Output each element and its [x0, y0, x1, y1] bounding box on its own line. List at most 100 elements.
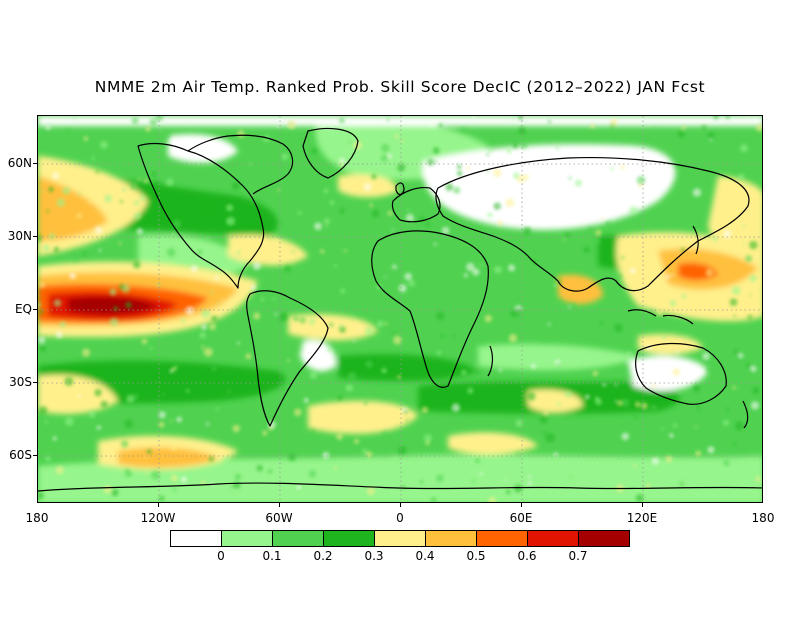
- skill-speckle: [753, 117, 758, 122]
- skill-speckle: [436, 312, 444, 320]
- skill-speckle: [488, 147, 494, 152]
- skill-speckle: [750, 401, 760, 410]
- skill-speckle: [436, 474, 444, 482]
- skill-speckle: [582, 164, 586, 168]
- skill-speckle: [358, 311, 362, 314]
- skill-speckle: [42, 190, 45, 193]
- skill-speckle: [281, 153, 289, 161]
- skill-speckle: [749, 274, 757, 283]
- skill-speckle: [545, 433, 555, 443]
- skill-speckle: [251, 194, 254, 197]
- skill-speckle: [350, 490, 360, 500]
- skill-speckle: [487, 212, 493, 218]
- skill-speckle: [317, 210, 322, 215]
- skill-speckle: [76, 212, 82, 219]
- skill-speckle: [656, 308, 664, 316]
- skill-speckle: [91, 156, 95, 161]
- skill-speckle: [709, 139, 712, 142]
- skill-speckle: [695, 450, 702, 457]
- skill-speckle: [172, 232, 175, 236]
- skill-speckle: [425, 222, 430, 227]
- skill-speckle: [593, 237, 601, 245]
- colorbar-swatch: [578, 530, 630, 547]
- skill-speckle: [634, 416, 638, 419]
- skill-speckle: [405, 418, 409, 422]
- skill-speckle: [311, 148, 317, 154]
- skill-speckle: [713, 116, 719, 120]
- skill-speckle: [650, 404, 657, 411]
- skill-speckle: [149, 346, 153, 350]
- skill-speckle: [739, 460, 743, 465]
- skill-speckle: [542, 325, 550, 333]
- skill-speckle: [552, 376, 555, 379]
- skill-speckle: [185, 306, 194, 315]
- skill-speckle: [542, 336, 549, 343]
- skill-speckle: [368, 472, 376, 480]
- skill-speckle: [59, 321, 66, 328]
- skill-speckle: [206, 236, 210, 240]
- skill-speckle: [343, 249, 347, 253]
- skill-speckle: [494, 265, 502, 274]
- skill-speckle: [52, 436, 57, 441]
- lon-tick: [400, 503, 401, 507]
- skill-speckle: [729, 239, 734, 245]
- skill-speckle: [94, 388, 102, 397]
- skill-speckle: [82, 252, 87, 256]
- skill-speckle: [486, 153, 490, 156]
- skill-speckle: [237, 341, 241, 345]
- skill-speckle: [134, 200, 140, 206]
- lat-tick: [33, 163, 37, 164]
- skill-speckle: [651, 457, 660, 465]
- skill-speckle: [151, 172, 156, 177]
- skill-speckle: [452, 334, 455, 337]
- skill-speckle: [146, 449, 152, 455]
- colorbar-swatch: [425, 530, 477, 547]
- lat-label-eq: EQ: [14, 302, 32, 316]
- skill-speckle: [408, 279, 415, 287]
- skill-speckle: [251, 502, 253, 503]
- skill-speckle: [201, 345, 205, 349]
- skill-speckle: [725, 116, 730, 119]
- skill-speckle: [594, 396, 599, 401]
- skill-speckle: [50, 246, 54, 250]
- skill-speckle: [626, 351, 633, 358]
- skill-speckle: [749, 240, 758, 250]
- skill-speckle: [96, 425, 101, 430]
- skill-map-canvas: [38, 116, 762, 503]
- skill-speckle: [722, 238, 727, 243]
- colorbar-label: 0.7: [568, 549, 588, 563]
- skill-speckle: [159, 495, 165, 501]
- skill-speckle: [272, 237, 281, 247]
- skill-speckle: [190, 265, 198, 273]
- skill-speckle: [55, 331, 63, 339]
- skill-speckle: [502, 156, 506, 160]
- colorbar-label: 0.4: [415, 549, 435, 563]
- skill-speckle: [486, 170, 489, 173]
- skill-speckle: [641, 402, 648, 410]
- skill-speckle: [387, 210, 393, 216]
- skill-speckle: [136, 228, 143, 235]
- skill-speckle: [339, 162, 344, 166]
- skill-speckle: [604, 212, 608, 216]
- skill-speckle: [760, 199, 762, 204]
- skill-speckle: [669, 433, 674, 438]
- skill-speckle: [358, 328, 361, 331]
- skill-speckle: [277, 188, 281, 192]
- skill-speckle: [98, 248, 102, 252]
- skill-speckle: [294, 408, 302, 417]
- skill-speckle: [158, 421, 165, 428]
- skill-speckle: [211, 315, 218, 322]
- skill-speckle: [209, 323, 217, 331]
- skill-patches: [38, 116, 762, 502]
- skill-speckle: [39, 309, 44, 314]
- skill-speckle: [395, 384, 404, 393]
- skill-speckle: [231, 182, 240, 190]
- skill-speckle: [605, 221, 612, 228]
- skill-speckle: [706, 366, 714, 374]
- skill-speckle: [476, 370, 480, 374]
- skill-speckle: [340, 288, 346, 294]
- skill-speckle: [584, 394, 590, 400]
- skill-speckle: [746, 362, 752, 369]
- skill-speckle: [347, 371, 357, 381]
- skill-speckle: [237, 130, 245, 138]
